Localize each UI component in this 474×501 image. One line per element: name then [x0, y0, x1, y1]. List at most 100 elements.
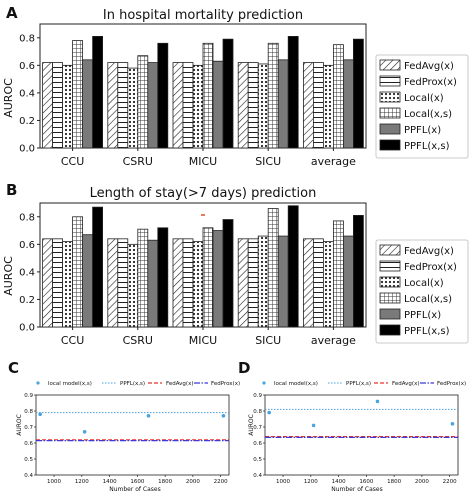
bar: [52, 62, 63, 149]
legend-label: FedProx(x): [404, 262, 457, 273]
x-tick-label: CSRU: [123, 155, 153, 168]
bar: [72, 40, 83, 149]
legend: local model(x,s) PPFL(x,s) FedAvg(x) FedPro…: [262, 381, 466, 387]
legend-swatch: [379, 308, 401, 320]
bar: [52, 238, 63, 328]
y-tick-label: 0.7: [253, 425, 262, 431]
y-tick-label: 0.5: [24, 457, 33, 463]
x-tick-label: 1400: [332, 479, 346, 485]
bar: [137, 55, 149, 149]
legend-label: local model(x,s): [274, 381, 318, 387]
panel-b-chart: 0.0 0.2 0.4 0.6 0.8 CCU CSRU MICU SICU average Fed…: [19, 202, 469, 347]
y-tick-label: 0.0: [19, 144, 35, 155]
panel-c-chart: 0.4 0.5 0.6 0.7 0.8 0.9 1000 1200 1400 1600 1800 20…: [24, 381, 240, 485]
panel-c-xlabel: Number of Cases: [109, 486, 161, 493]
legend-swatch: [379, 139, 401, 151]
bar: [332, 220, 344, 328]
bar: [287, 36, 299, 149]
y-tick-label: 0.8: [253, 409, 262, 415]
data-point: [375, 399, 380, 404]
panel-label-d: D: [238, 359, 250, 377]
x-tick-label: average: [311, 334, 356, 347]
bar: [352, 214, 364, 328]
bar: [312, 62, 324, 149]
bar: [42, 62, 53, 149]
legend-label: Local(x,s): [404, 294, 452, 305]
bar: [182, 238, 194, 328]
data-point: [146, 414, 151, 418]
legend-marker: [36, 381, 40, 385]
bar: [117, 238, 129, 328]
plot-frame: [35, 394, 230, 476]
panel-a-title: In hospital mortality prediction: [103, 8, 303, 23]
bar: [192, 64, 204, 149]
bar: [247, 238, 259, 328]
legend-label: Local(x,s): [404, 109, 452, 120]
legend-swatch: [379, 260, 401, 272]
x-tick-label: 1200: [304, 479, 318, 485]
bar: [267, 208, 279, 328]
x-tick-label: CCU: [61, 334, 84, 347]
legend-swatch: [379, 75, 401, 87]
legend-swatch: [379, 324, 401, 336]
legend-label: Local(x): [404, 93, 444, 104]
bar: [117, 62, 129, 149]
bar: [42, 238, 53, 328]
panel-a-ylabel: AUROC: [2, 78, 15, 118]
bar: [172, 62, 184, 149]
legend-label: PPFL(x,s): [404, 326, 450, 337]
panel-d-ylabel: AUROC: [248, 414, 255, 436]
bar: [147, 239, 159, 328]
bar: [222, 219, 234, 328]
panel-b-title: Length of stay(>7 days) prediction: [90, 186, 317, 201]
bar: [222, 38, 234, 149]
x-tick-label: 2000: [186, 479, 200, 485]
bar: [182, 62, 194, 149]
y-tick-label: 0.4: [24, 473, 33, 479]
x-tick-label: 1600: [130, 479, 144, 485]
legend-label: PPFL(x,s): [404, 141, 450, 152]
legend: local model(x,s) PPFL(x,s) FedAvg(x) FedPro…: [36, 381, 240, 387]
bar: [82, 234, 93, 328]
bar: [352, 38, 364, 149]
x-tick-label: 1800: [158, 479, 172, 485]
bar: [212, 230, 224, 328]
bar: [92, 206, 103, 328]
x-tick-label: 1600: [359, 479, 373, 485]
bar: [237, 238, 249, 328]
legend-label: FedProx(x): [404, 77, 457, 88]
data-point: [267, 410, 271, 415]
legend-swatch: [379, 91, 401, 103]
bar: [62, 241, 73, 328]
data-point: [82, 430, 87, 434]
bar: [257, 63, 269, 149]
x-tick-label: 2000: [415, 479, 429, 485]
y-tick-label: 0.4: [19, 88, 35, 99]
bar: [157, 227, 169, 328]
bar: [322, 64, 334, 149]
bar: [147, 62, 159, 149]
panel-label-c: C: [8, 359, 19, 377]
bar: [322, 241, 334, 328]
y-tick-label: 0.6: [19, 240, 35, 251]
x-tick-label: 1400: [103, 479, 117, 485]
data-point: [311, 423, 316, 428]
bar: [342, 59, 354, 149]
y-tick-label: 0.6: [253, 441, 262, 447]
x-tick-label: MICU: [189, 334, 217, 347]
x-tick-label: 1200: [75, 479, 89, 485]
y-tick-label: 0.6: [24, 441, 33, 447]
bar: [332, 44, 344, 149]
data-point: [38, 412, 42, 417]
legend-swatch: [379, 276, 401, 288]
data-point: [450, 422, 455, 426]
y-tick-label: 0.8: [19, 212, 35, 223]
legend-label: PPFL(x): [404, 125, 441, 136]
bar: [127, 243, 139, 328]
panel-label-a: A: [6, 4, 18, 22]
bar: [127, 67, 139, 149]
y-tick-label: 0.4: [253, 473, 262, 479]
legend: FedAvg(x) FedProx(x) Local(x) Local(x,s) PPF…: [375, 239, 469, 344]
bar: [72, 216, 83, 328]
